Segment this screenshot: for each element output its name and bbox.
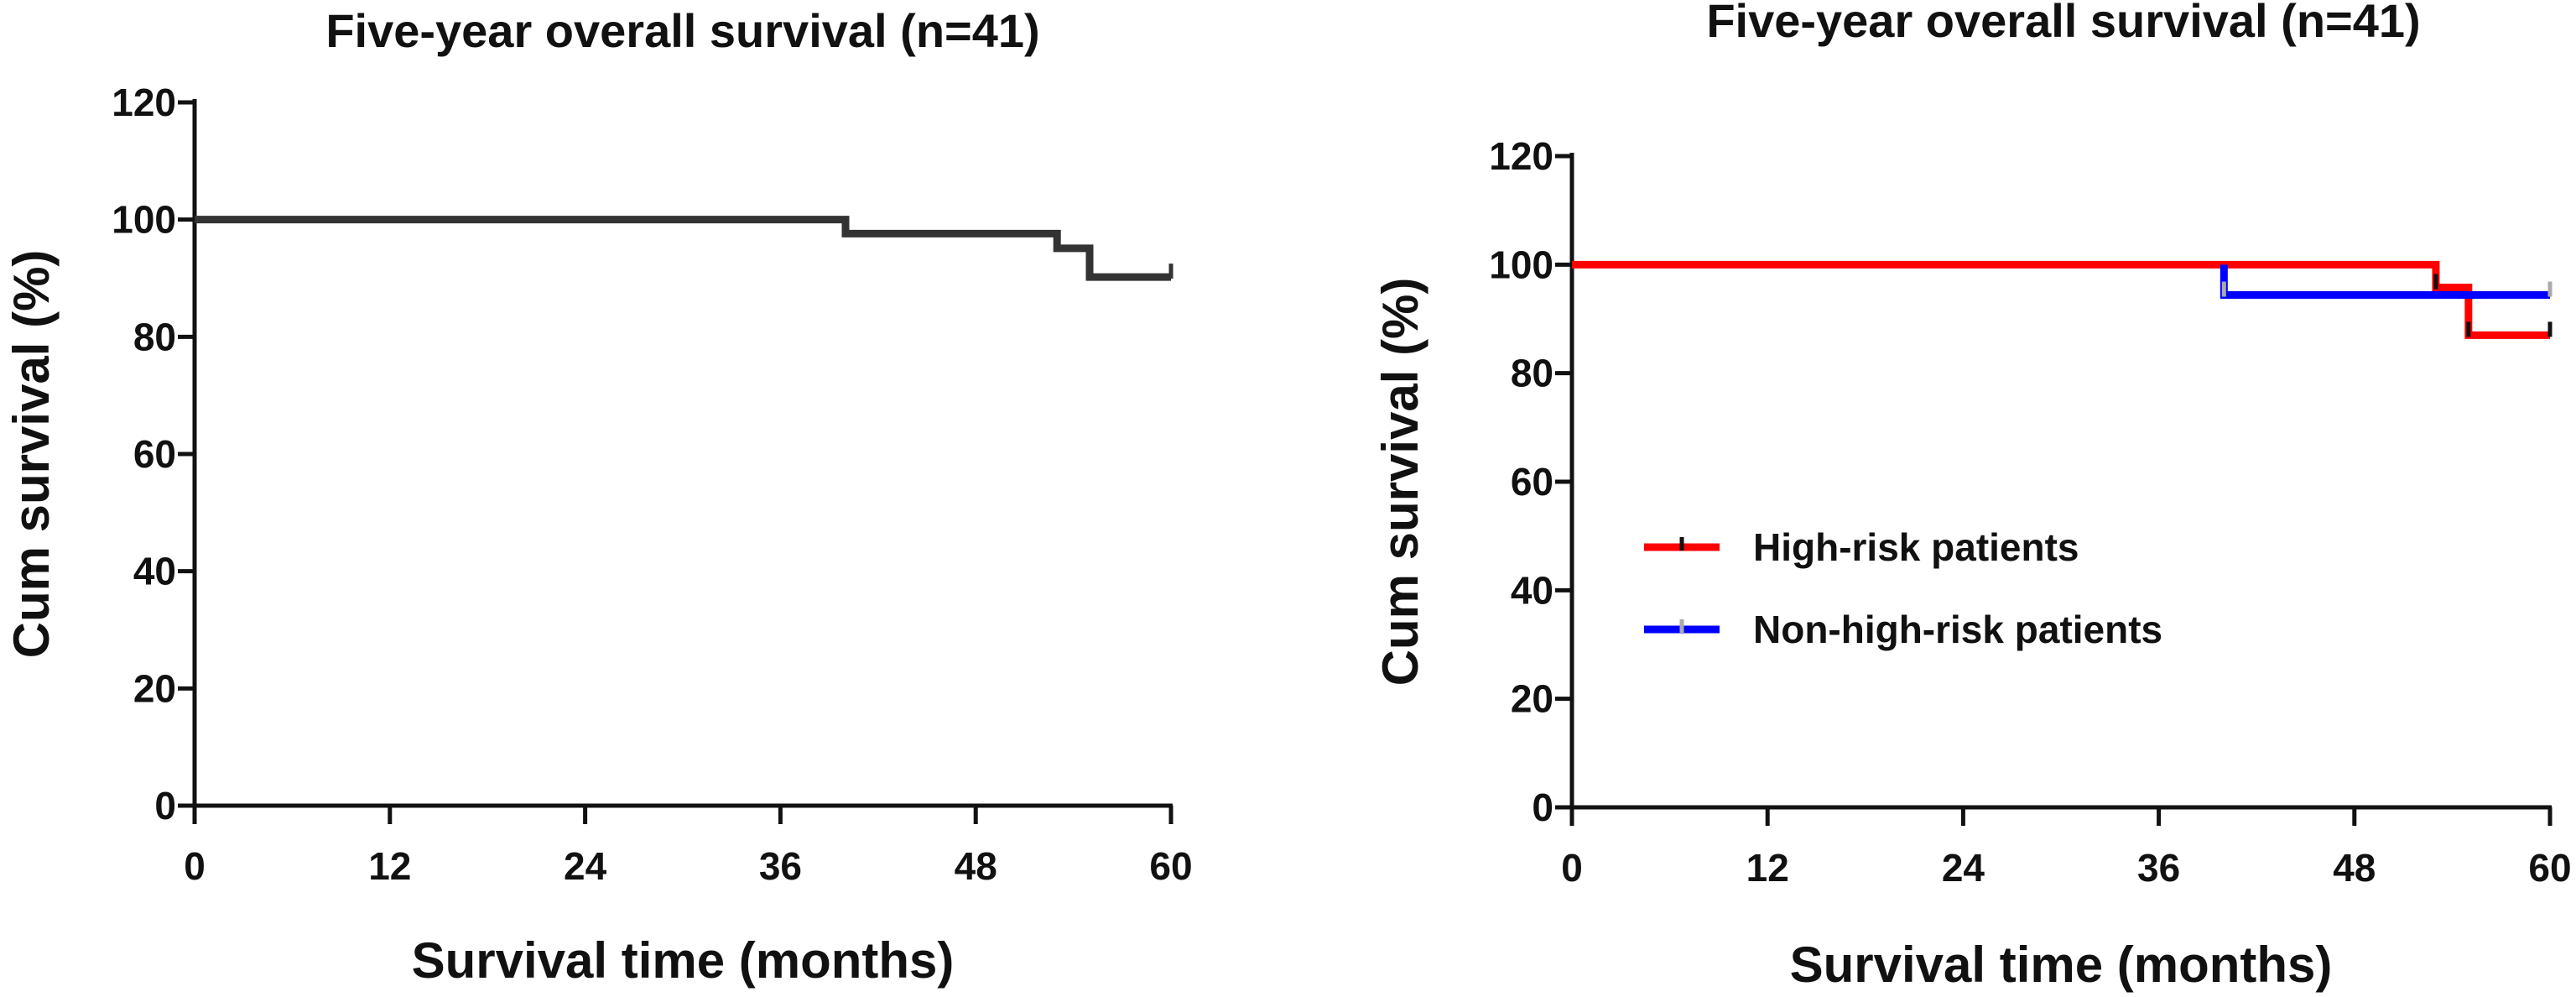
y-tick-label: 120 xyxy=(112,81,176,124)
y-tick-label: 20 xyxy=(1511,677,1553,721)
chart-1: Five-year overall survival (n=41) 0 20 40 60… xyxy=(3,4,1193,989)
x-tick-label: 24 xyxy=(1942,846,1985,890)
chart-title: Five-year overall survival (n=41) xyxy=(1706,0,2420,47)
y-tick-label: 60 xyxy=(133,432,176,476)
x-tick-label: 12 xyxy=(368,844,411,888)
y-tick-label: 40 xyxy=(1511,568,1553,612)
series-line-high-risk-patients xyxy=(1572,260,2550,339)
y-tick-label: 80 xyxy=(1511,352,1553,395)
y-axis-title: Cum survival (%) xyxy=(3,250,60,659)
x-tick-label: 60 xyxy=(2528,846,2571,890)
x-axis-title: Survival time (months) xyxy=(1790,937,2333,993)
y-tick-label: 100 xyxy=(112,198,176,242)
x-tick-label: 36 xyxy=(2137,846,2180,890)
y-tick-label: 40 xyxy=(133,550,176,593)
y-axis-title: Cum survival (%) xyxy=(1372,278,1429,686)
y-tick-label: 0 xyxy=(154,784,176,827)
x-tick-label: 48 xyxy=(955,844,997,888)
y-tick-label: 20 xyxy=(133,666,176,710)
series-line-non-high-risk-patients xyxy=(2220,264,2550,300)
chart-title: Five-year overall survival (n=41) xyxy=(325,4,1039,57)
x-tick-label: 0 xyxy=(1561,846,1583,890)
legend-item: High-risk patients xyxy=(1644,525,2079,569)
x-axis-title: Survival time (months) xyxy=(412,932,955,989)
x-tick-label: 24 xyxy=(564,844,607,888)
legend-item: Non-high-risk patients xyxy=(1644,608,2162,651)
series-line-overall xyxy=(195,216,1171,281)
y-tick-label: 0 xyxy=(1532,786,1553,829)
legend-label: Non-high-risk patients xyxy=(1753,608,2162,651)
x-tick-label: 48 xyxy=(2333,846,2376,890)
y-tick-label: 60 xyxy=(1511,460,1553,504)
legend-label: High-risk patients xyxy=(1753,525,2079,569)
y-tick-label: 120 xyxy=(1489,134,1553,178)
y-tick-label: 80 xyxy=(133,315,176,358)
x-tick-label: 60 xyxy=(1149,844,1192,888)
x-tick-label: 36 xyxy=(759,844,802,888)
x-tick-label: 0 xyxy=(184,844,206,888)
x-tick-label: 12 xyxy=(1746,846,1789,890)
chart-2: Five-year overall survival (n=41) 0 20 40 60… xyxy=(1372,0,2572,993)
y-tick-label: 100 xyxy=(1489,243,1553,286)
